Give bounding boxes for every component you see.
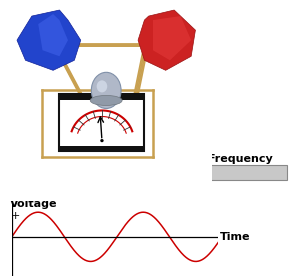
- Bar: [60, 94, 145, 100]
- Text: 28 Hz: 28 Hz: [176, 187, 211, 197]
- Ellipse shape: [97, 80, 107, 92]
- Polygon shape: [153, 16, 191, 60]
- Text: Frequency: Frequency: [208, 154, 272, 164]
- Text: Time: Time: [220, 232, 251, 242]
- Polygon shape: [38, 14, 68, 56]
- Polygon shape: [17, 10, 81, 70]
- Polygon shape: [138, 10, 195, 70]
- FancyBboxPatch shape: [60, 94, 145, 151]
- Bar: [179, 165, 287, 180]
- Circle shape: [100, 139, 104, 142]
- Text: +: +: [10, 211, 20, 221]
- Ellipse shape: [90, 95, 122, 105]
- Bar: [193, 161, 195, 185]
- Bar: [60, 146, 145, 151]
- Bar: [190, 160, 198, 185]
- Text: Voltage: Voltage: [9, 199, 57, 209]
- Ellipse shape: [91, 72, 121, 109]
